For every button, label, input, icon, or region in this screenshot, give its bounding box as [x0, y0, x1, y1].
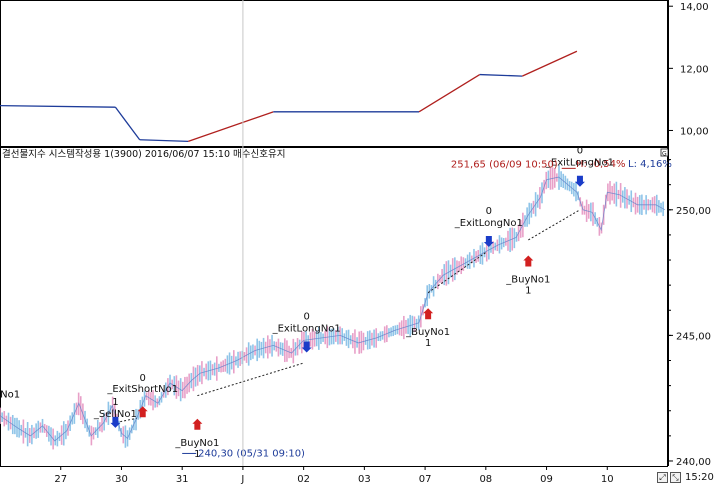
x-tick-label: J — [240, 474, 244, 485]
x-tick-label: 31 — [176, 474, 189, 485]
y-tick-label: 12,00 — [680, 64, 709, 75]
trade-line — [197, 362, 304, 397]
signal-qty: 0 — [577, 146, 583, 157]
signal-label: _ExitLongNo1 — [454, 218, 523, 229]
signal-qty: 1 — [525, 285, 531, 296]
price-line — [0, 176, 666, 442]
indicator-segment — [0, 104, 116, 108]
x-tick-label: 27 — [54, 474, 67, 485]
x-tick-label: 09 — [540, 474, 553, 485]
x-axis: 27 30 31 J 02 03 07 08 09 10 — [0, 466, 668, 485]
x-tick-label: 10 — [601, 474, 614, 485]
signal-label: _BuyNo1 — [505, 274, 550, 285]
buy-arrow-icon — [137, 406, 148, 418]
low-label: L: 4,16% — [628, 159, 672, 170]
annotation-label: 240,30 (05/31 09:10) — [198, 448, 305, 459]
time-readout: 15:20 — [685, 472, 714, 483]
signal-qty: 1 — [425, 338, 431, 349]
signal-label: ngNo1 — [0, 390, 20, 401]
y-tick-label: 10,00 — [680, 126, 709, 137]
y-tick-label: 245,00 — [676, 331, 711, 342]
indicator-segment — [418, 73, 481, 113]
top-frame — [0, 0, 668, 147]
signal-qty: 0 — [140, 373, 146, 384]
signal-qty: 1 — [112, 397, 118, 408]
buy-arrow-icon — [523, 255, 534, 267]
price-panel: 결선물지수 시스템작성용 1(3900) 2016/06/07 15:10 매수… — [0, 146, 711, 468]
trade-line — [528, 209, 581, 241]
sell-arrow-icon — [483, 235, 494, 247]
y-tick-label: 240,00 — [676, 457, 711, 468]
annotation-label: 251,65 (06/09 10:50) — [451, 159, 558, 170]
indicator-segment — [188, 111, 274, 142]
sell-arrow-icon — [110, 416, 121, 428]
signal-qty: 0 — [486, 206, 492, 217]
x-tick-label: 03 — [358, 474, 371, 485]
signal-label: _BuyNo1 — [174, 438, 219, 449]
y-tick-label: 250,00 — [676, 206, 711, 217]
signal-qty: 1 — [194, 449, 200, 460]
buy-arrow-icon — [192, 418, 203, 430]
x-tick-label: 02 — [297, 474, 310, 485]
indicator-segment — [479, 73, 523, 77]
signal-label: _ExitLongNo1 — [545, 158, 614, 169]
sell-arrow-icon — [574, 175, 585, 187]
x-tick-label: 07 — [419, 474, 432, 485]
y-tick-label: 14,00 — [680, 2, 709, 13]
x-tick-label: 30 — [115, 474, 128, 485]
zoom-fit-button[interactable]: ⤡ — [670, 472, 681, 483]
signal-label: _SellNo1 — [93, 409, 137, 420]
chart-title: 결선물지수 시스템작성용 1(3900) 2016/06/07 15:10 매수… — [2, 148, 285, 160]
signal-label: _BuyNo1 — [405, 327, 450, 338]
buy-arrow-icon — [423, 308, 434, 320]
sell-arrow-icon — [301, 341, 312, 353]
corner-box-label: G — [662, 151, 667, 158]
indicator-segment — [521, 50, 578, 77]
high-label: H: -0,54% — [576, 159, 625, 170]
indicator-segment — [114, 106, 141, 141]
indicator-panel: 14,00 12,00 10,00 — [0, 0, 709, 147]
signal-label: _ExitShortNo1 — [106, 384, 178, 395]
indicator-segment — [139, 139, 189, 142]
x-tick-label: 08 — [479, 474, 492, 485]
signal-label: _ExitLongNo1 — [272, 323, 341, 334]
zoom-out-button[interactable]: ⤢ — [657, 472, 668, 483]
signal-qty: 0 — [303, 311, 309, 322]
